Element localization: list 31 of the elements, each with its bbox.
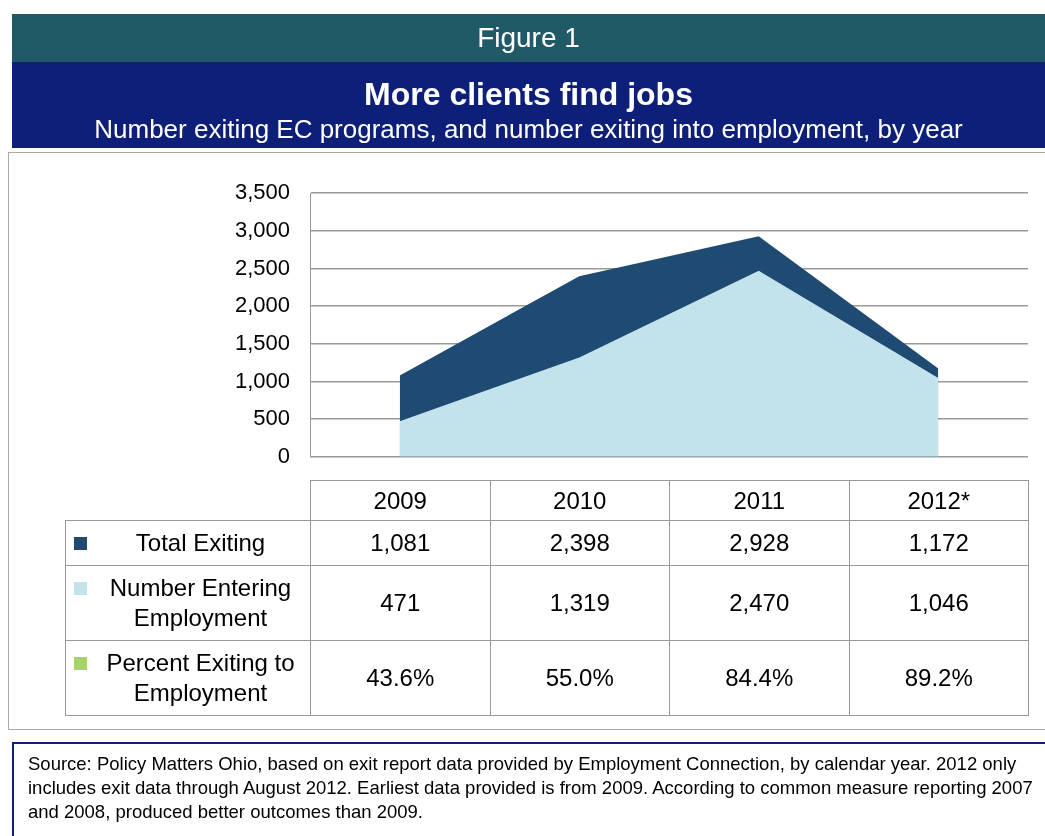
data-label: 1,081 <box>310 520 490 566</box>
text: 89.2% <box>904 664 973 691</box>
text: 43.6% <box>366 664 435 691</box>
x-tick-label: 2009 <box>310 480 490 521</box>
y-tick-label: 3,000 <box>234 216 290 242</box>
data-label: 1,319 <box>490 565 670 641</box>
x-tick-label: 2012* <box>849 480 1029 521</box>
legend-label: Number Entering Employment <box>108 573 293 633</box>
data-label: 1,172 <box>849 520 1029 566</box>
chart-subtitle: More clients find jobs <box>363 75 694 114</box>
text: 84.4% <box>725 664 794 691</box>
data-label: 2,398 <box>490 520 670 566</box>
y-tick-label: 1,500 <box>234 329 290 355</box>
y-tick-label: 2,000 <box>234 292 290 318</box>
y-tick-label: 3,500 <box>234 179 290 205</box>
y-tick-label: 0 <box>277 442 290 468</box>
legend-label: Percent Exiting to Employment <box>105 648 296 708</box>
data-label: 2,470 <box>669 565 849 641</box>
data-label: 2,928 <box>669 520 849 566</box>
source-note: Source: Policy Matters Ohio, based on exit report data provided by Employment Connection, by calendar year. 2012 only includes exit data through August 2012. Earliest data provided is from 2009. According to common measure reporting 2007 and 2008, produced better outcomes than 2009. <box>12 742 1045 836</box>
chart-title: Figure 1 <box>12 14 1045 62</box>
y-tick-label: 500 <box>253 405 290 431</box>
x-tick-label: 2010 <box>490 480 670 521</box>
data-label: 471 <box>310 565 490 641</box>
x-tick-label: 2011 <box>669 480 849 521</box>
text: 55.0% <box>545 664 614 691</box>
y-tick-label: 2,500 <box>234 254 290 280</box>
data-label: 1,046 <box>849 565 1029 641</box>
y-tick-label: 1,000 <box>234 367 290 393</box>
legend-label: Total Exiting <box>134 528 267 558</box>
text: Number exiting EC programs, and number exiting into employment, by year <box>93 114 964 144</box>
